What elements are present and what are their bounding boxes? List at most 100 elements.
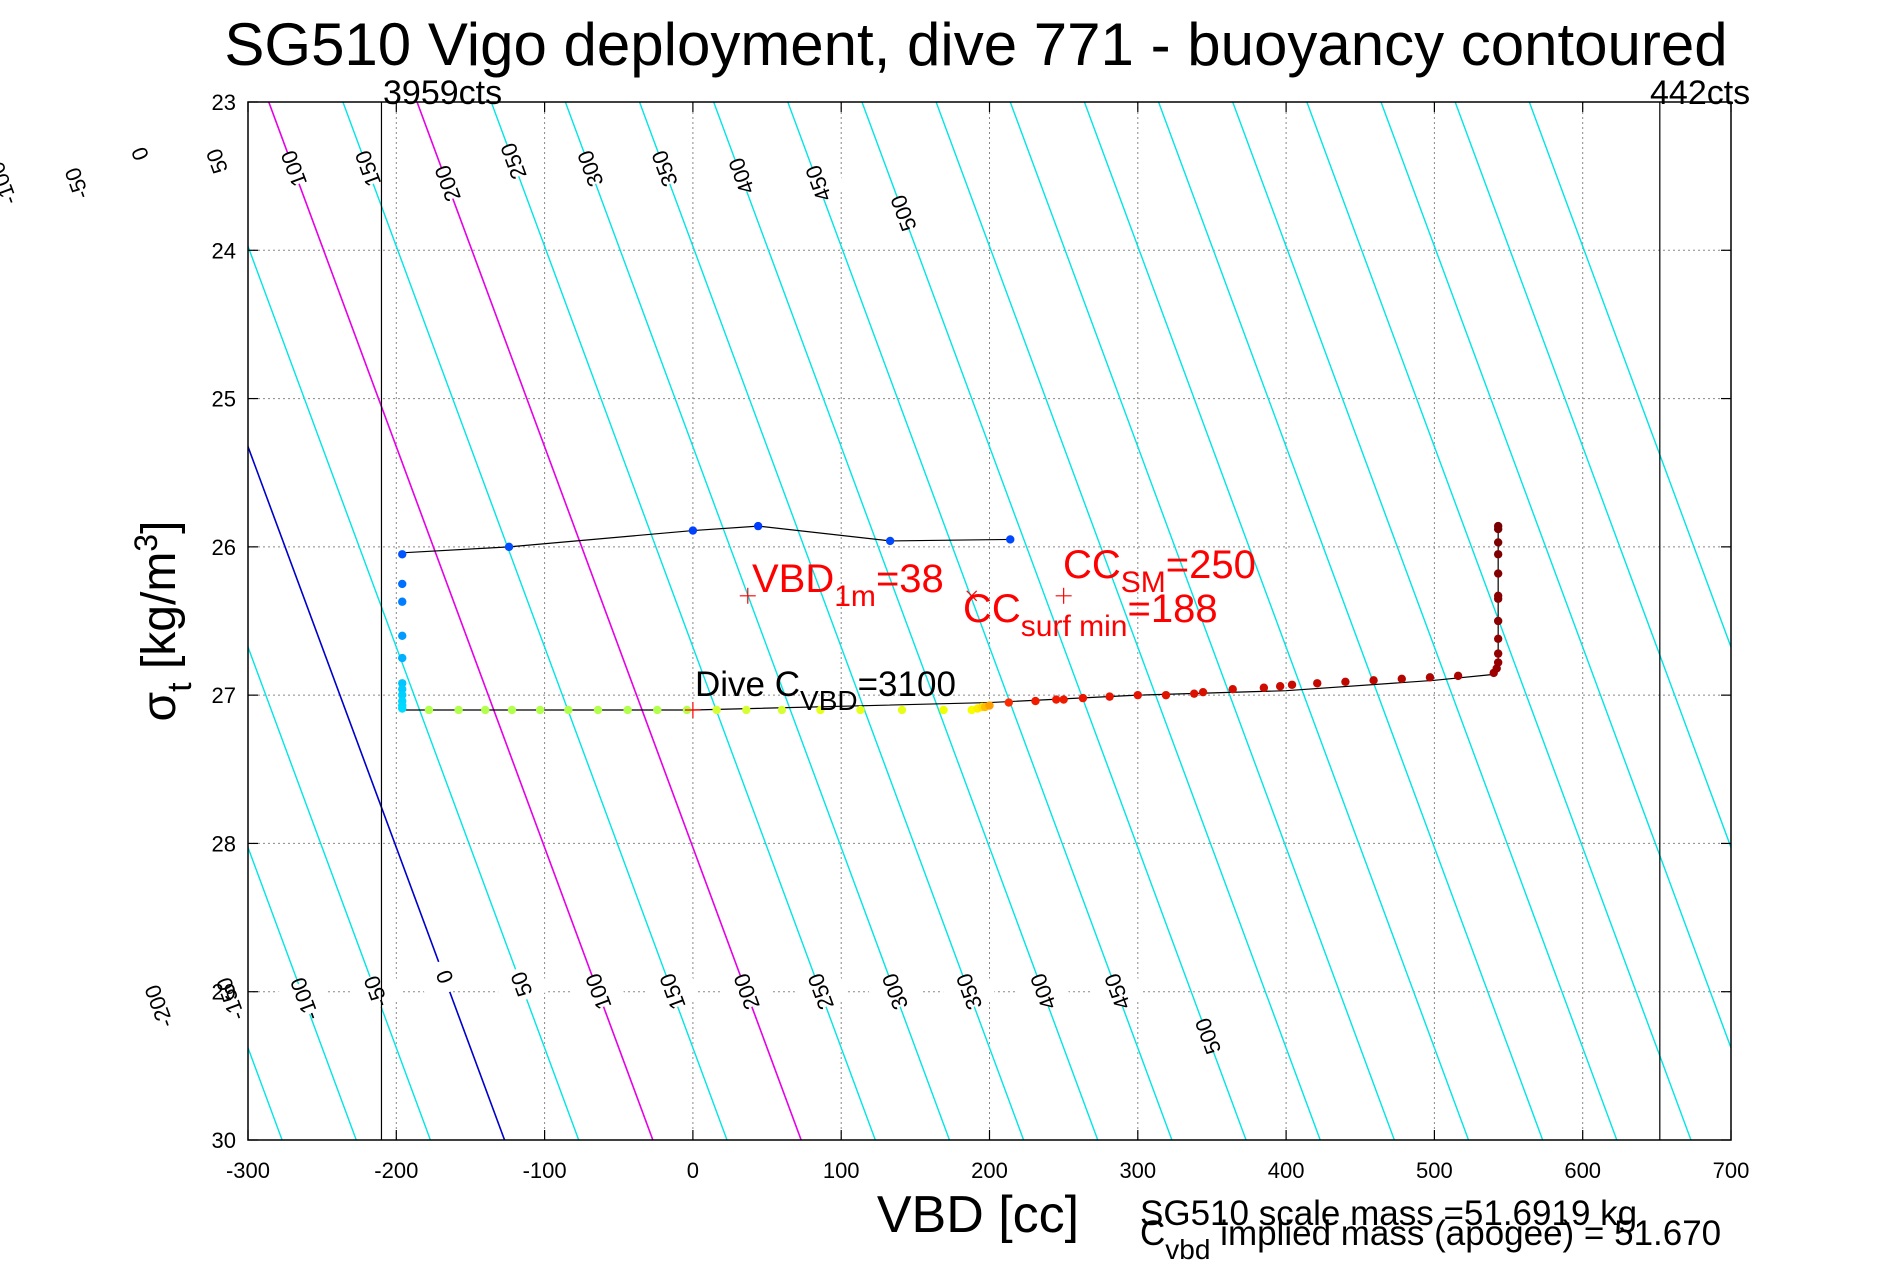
dive-point [856, 705, 865, 715]
dive-point [1493, 538, 1503, 547]
buoyancy-contour-150 [342, 102, 728, 1140]
climb-track-line [402, 525, 1011, 554]
dive-point [1052, 695, 1061, 704]
dive-point [1228, 685, 1237, 694]
grid-lines [248, 102, 1731, 1140]
buoyancy-contour-500 [861, 102, 1247, 1140]
contour-label-bg [265, 145, 322, 193]
x-tick-label: 700 [1713, 1158, 1750, 1183]
contour-label-bg [792, 968, 849, 1016]
contour-label-bg [718, 968, 775, 1016]
x-tick-label: 200 [971, 1158, 1008, 1183]
contour-label-bg [276, 975, 333, 1023]
dive-point [985, 701, 994, 710]
climb-point [398, 631, 407, 641]
climb-point [398, 704, 407, 713]
chart-title: SG510 Vigo deployment, dive 771 - buoyan… [224, 11, 1727, 78]
reference-markers [684, 587, 1072, 718]
climb-point [398, 653, 407, 663]
marker-stroke [966, 590, 978, 602]
dive-point [535, 705, 545, 715]
dive-point [1078, 693, 1088, 703]
climb-point [398, 579, 407, 589]
contour-label-bg [188, 137, 245, 185]
dive-point [1493, 658, 1503, 667]
y-tick-label: 30 [212, 1128, 236, 1153]
dive-point [897, 705, 907, 715]
x-tick-label: -300 [226, 1158, 270, 1183]
climb-point [1006, 535, 1015, 544]
contour-label-bg [493, 960, 550, 1008]
vbd-1m-annotation: VBD1m=38 [752, 557, 944, 613]
dive-point [593, 705, 603, 715]
buoyancy-contour-650 [1083, 102, 1470, 1140]
dive-point [1275, 682, 1285, 691]
x-tick-label: 600 [1564, 1158, 1601, 1183]
dive-point [939, 705, 948, 715]
y-tick-label: 23 [212, 90, 236, 115]
buoyancy-contour-50 [248, 244, 580, 1140]
scale-mass-text: SG510 scale mass =51.6919 kg [1140, 1194, 1637, 1233]
limit-label-right: 442cts [1650, 74, 1750, 112]
contour-label-bg [1088, 968, 1146, 1016]
buoyancy-contour-450 [787, 102, 1173, 1140]
dive-point [1341, 677, 1350, 686]
x-tick-label: 0 [687, 1158, 699, 1183]
x-tick-label: -100 [523, 1158, 567, 1183]
y-tick-label: 28 [212, 831, 236, 856]
contour-label-bg [569, 968, 627, 1016]
dive-point [742, 705, 751, 715]
dive-point [1313, 679, 1322, 688]
x-tick-label: 300 [1119, 1158, 1156, 1183]
contour-label-bg [416, 953, 473, 1001]
dive-point [424, 705, 434, 715]
contour-label-bg [875, 189, 932, 237]
cc-surf-min-annotation: CCsurf min=188 [963, 587, 1218, 643]
buoyancy-contour-750 [1232, 102, 1618, 1140]
buoyancy-contour-850 [1380, 102, 1731, 1050]
buoyancy-contour-400 [713, 102, 1099, 1140]
axis-ticks: -300 -200 -100 0 100 200 300 400 500 600 700 23 24 25… [212, 90, 1750, 1183]
buoyancy-contour-labels: -450-400-350-300-250-200-150-100-5005010… [0, 130, 1236, 1060]
contour-label-bg [940, 968, 997, 1016]
dive-point [1031, 696, 1040, 706]
climb-point [398, 685, 407, 694]
cc-sm-annotation: CCSM=250 [1063, 543, 1256, 599]
y-tick-label: 26 [212, 535, 236, 560]
contour-label-bg [347, 968, 404, 1016]
x-axis-label: VBD [cc] [877, 1186, 1079, 1244]
buoyancy-contour--300 [0, 102, 60, 1140]
dive-cvbd-annotation: Dive CVBD=3100 [695, 665, 956, 716]
x-tick-label: 100 [823, 1158, 860, 1183]
dive-point [1493, 616, 1503, 626]
dive-point [1453, 671, 1463, 681]
dive-point [623, 705, 632, 715]
limit-label-left: 3959cts [383, 74, 502, 112]
contour-label-bg [789, 160, 847, 207]
dive-point [1493, 649, 1503, 658]
buoyancy-contour-900 [1454, 102, 1731, 850]
y-tick-label: 25 [212, 387, 236, 412]
marker-cross [966, 590, 978, 602]
buoyancy-contour-200 [416, 102, 802, 1140]
dive-point [1493, 550, 1503, 559]
marker-plus [739, 587, 756, 604]
buoyancy-contour-300 [564, 102, 951, 1140]
dive-point [1059, 695, 1068, 704]
buoyancy-contour-350 [638, 102, 1025, 1140]
buoyancy-contour-550 [935, 102, 1321, 1140]
dive-point [1493, 569, 1503, 578]
marker-plus [1055, 587, 1072, 604]
contour-label-bg [713, 152, 770, 200]
dive-point [712, 705, 721, 715]
dive-point [1189, 689, 1199, 698]
dive-point [1004, 698, 1013, 707]
contour-label-bg [561, 145, 619, 193]
contour-label-bg [130, 983, 187, 1030]
contour-label-bg [1179, 1012, 1236, 1060]
dive-point [1287, 680, 1297, 689]
contour-label-bg [485, 137, 542, 185]
dive-point [1493, 634, 1503, 643]
buoyancy-contour-700 [1157, 102, 1544, 1140]
